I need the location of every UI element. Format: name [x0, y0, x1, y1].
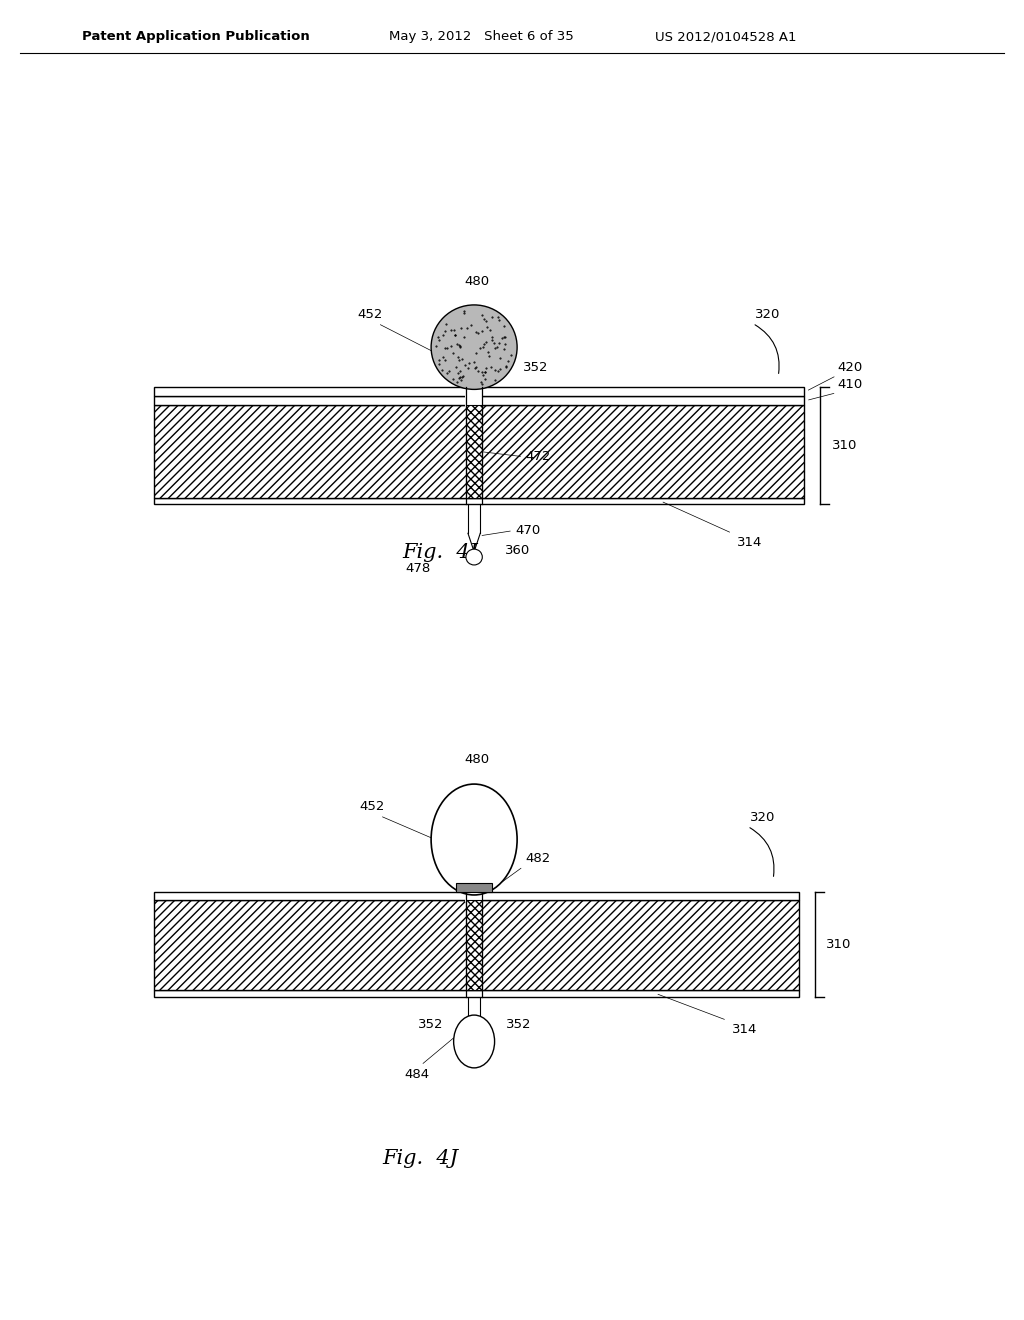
- Bar: [465, 385, 483, 407]
- Bar: [154, 387, 804, 396]
- Text: 352: 352: [419, 1018, 443, 1031]
- Bar: [154, 396, 804, 405]
- Text: 310: 310: [831, 440, 857, 451]
- Text: Fig.  4I: Fig. 4I: [402, 544, 478, 562]
- Ellipse shape: [466, 549, 482, 565]
- Bar: [466, 900, 482, 990]
- Text: 452: 452: [357, 308, 383, 321]
- Ellipse shape: [431, 305, 517, 389]
- Text: May 3, 2012   Sheet 6 of 35: May 3, 2012 Sheet 6 of 35: [389, 30, 573, 44]
- Text: 484: 484: [404, 1068, 430, 1081]
- Text: 420: 420: [838, 362, 863, 375]
- Text: US 2012/0104528 A1: US 2012/0104528 A1: [655, 30, 797, 44]
- Text: 360: 360: [505, 544, 529, 557]
- Text: Patent Application Publication: Patent Application Publication: [82, 30, 309, 44]
- Bar: [154, 990, 799, 997]
- Circle shape: [454, 1015, 495, 1068]
- Text: 478: 478: [406, 562, 430, 576]
- Text: Fig.  4J: Fig. 4J: [382, 1150, 458, 1168]
- Text: 320: 320: [750, 810, 775, 824]
- Bar: [456, 883, 493, 892]
- Bar: [154, 498, 804, 504]
- Text: 470: 470: [515, 524, 541, 537]
- Bar: [154, 405, 804, 498]
- Bar: [154, 892, 799, 900]
- Text: 320: 320: [755, 308, 780, 321]
- Text: 314: 314: [737, 536, 763, 549]
- Text: 452: 452: [359, 800, 385, 813]
- Text: 352: 352: [523, 360, 549, 374]
- Text: 480: 480: [465, 275, 489, 288]
- Circle shape: [431, 784, 517, 895]
- Text: 314: 314: [732, 1023, 758, 1036]
- Text: 482: 482: [525, 853, 551, 866]
- Bar: [465, 891, 483, 902]
- Text: 480: 480: [465, 752, 489, 766]
- Text: 352: 352: [507, 1018, 531, 1031]
- Text: 410: 410: [838, 379, 863, 392]
- Text: 472: 472: [525, 450, 551, 463]
- Bar: [466, 405, 482, 498]
- Text: 310: 310: [826, 939, 852, 950]
- Bar: [154, 900, 799, 990]
